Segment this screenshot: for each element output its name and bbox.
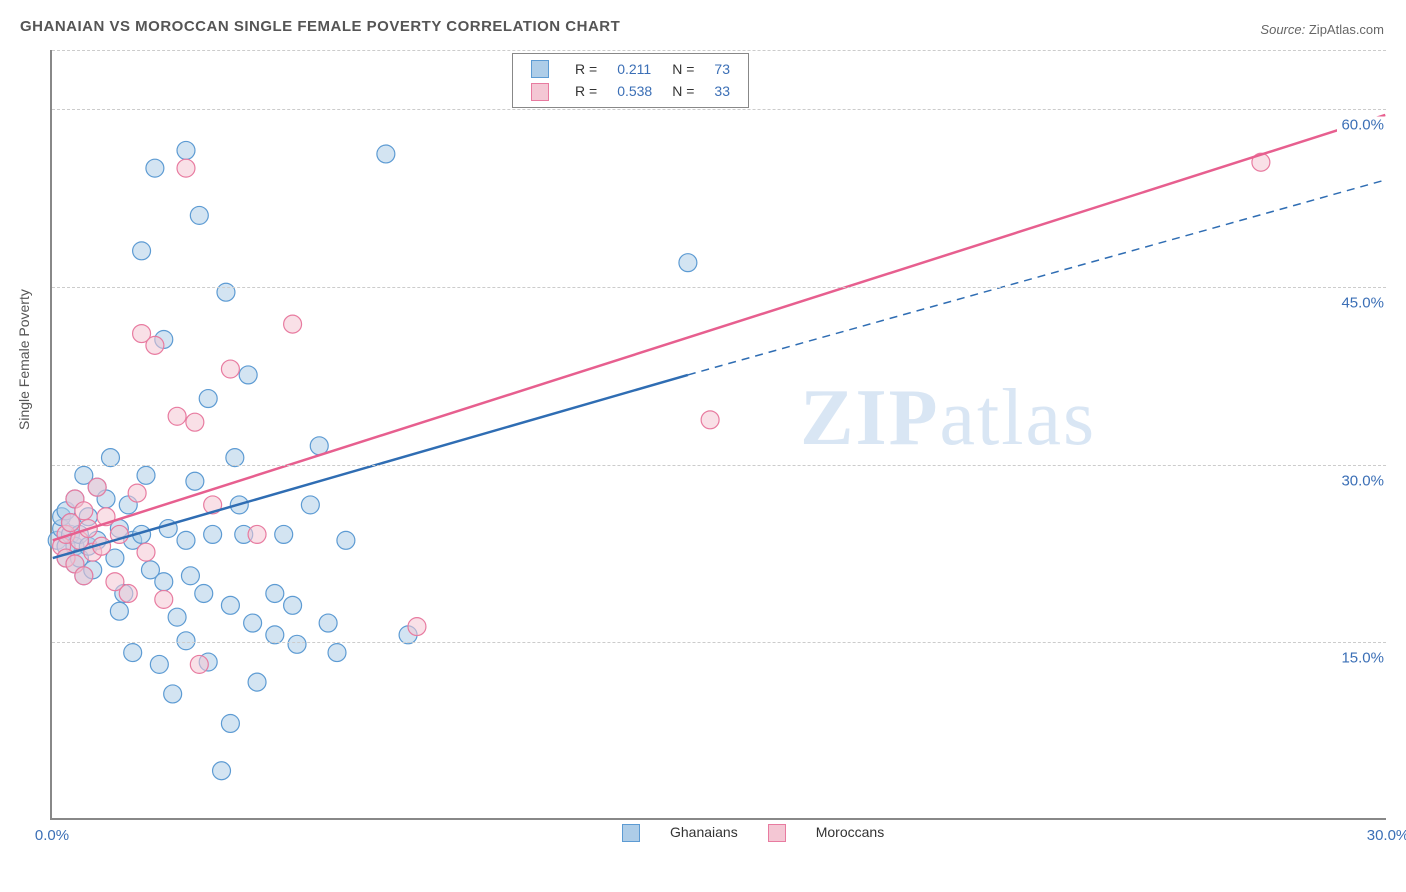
data-point — [239, 366, 257, 384]
gridline — [52, 109, 1386, 110]
data-point — [266, 626, 284, 644]
data-point — [288, 635, 306, 653]
data-point — [124, 644, 142, 662]
y-tick-label: 15.0% — [1337, 650, 1388, 667]
data-point — [186, 472, 204, 490]
data-point — [88, 478, 106, 496]
data-point — [328, 644, 346, 662]
data-point — [248, 525, 266, 543]
y-tick-label: 60.0% — [1337, 117, 1388, 134]
data-point — [181, 567, 199, 585]
data-point — [679, 254, 697, 272]
gridline — [52, 287, 1386, 288]
data-point — [377, 145, 395, 163]
data-point — [168, 608, 186, 626]
source-label: Source: — [1260, 22, 1305, 37]
data-point — [701, 411, 719, 429]
x-tick-label: 30.0% — [1367, 827, 1406, 844]
data-point — [284, 315, 302, 333]
data-point — [408, 618, 426, 636]
gridline — [52, 50, 1386, 51]
data-point — [75, 502, 93, 520]
data-point — [199, 390, 217, 408]
data-point — [75, 567, 93, 585]
data-point — [146, 159, 164, 177]
data-point — [119, 585, 137, 603]
data-point — [275, 525, 293, 543]
data-point — [177, 632, 195, 650]
plot-area: 15.0%30.0%45.0%60.0%0.0%30.0%ZIPatlasR =… — [50, 50, 1386, 820]
data-point — [155, 590, 173, 608]
data-point — [244, 614, 262, 632]
y-tick-label: 45.0% — [1337, 294, 1388, 311]
gridline — [52, 642, 1386, 643]
chart-title: GHANAIAN VS MOROCCAN SINGLE FEMALE POVER… — [20, 18, 620, 35]
data-point — [284, 596, 302, 614]
data-point — [146, 336, 164, 354]
data-point — [204, 525, 222, 543]
data-point — [150, 655, 168, 673]
data-point — [221, 360, 239, 378]
data-point — [221, 596, 239, 614]
gridline — [52, 465, 1386, 466]
data-point — [128, 484, 146, 502]
data-point — [133, 242, 151, 260]
data-point — [319, 614, 337, 632]
data-point — [301, 496, 319, 514]
regression-line-extrapolated — [688, 180, 1385, 375]
x-tick-label: 0.0% — [35, 827, 69, 844]
y-tick-label: 30.0% — [1337, 472, 1388, 489]
data-point — [164, 685, 182, 703]
data-point — [155, 573, 173, 591]
data-point — [186, 413, 204, 431]
data-point — [177, 141, 195, 159]
series-legend: GhanaiansMoroccans — [622, 824, 914, 842]
data-point — [213, 762, 231, 780]
data-point — [195, 585, 213, 603]
source-name: ZipAtlas.com — [1309, 22, 1384, 37]
stats-legend: R =0.211N =73R =0.538N =33 — [512, 53, 749, 108]
data-point — [217, 283, 235, 301]
scatter-svg — [52, 50, 1386, 818]
data-point — [190, 655, 208, 673]
data-point — [137, 466, 155, 484]
data-point — [221, 715, 239, 733]
data-point — [137, 543, 155, 561]
data-point — [177, 159, 195, 177]
data-point — [177, 531, 195, 549]
data-point — [248, 673, 266, 691]
data-point — [337, 531, 355, 549]
data-point — [190, 206, 208, 224]
data-point — [266, 585, 284, 603]
data-point — [110, 602, 128, 620]
source-attribution: Source: ZipAtlas.com — [1260, 22, 1384, 37]
data-point — [168, 407, 186, 425]
regression-line — [53, 115, 1386, 540]
y-axis-label: Single Female Poverty — [16, 289, 32, 430]
